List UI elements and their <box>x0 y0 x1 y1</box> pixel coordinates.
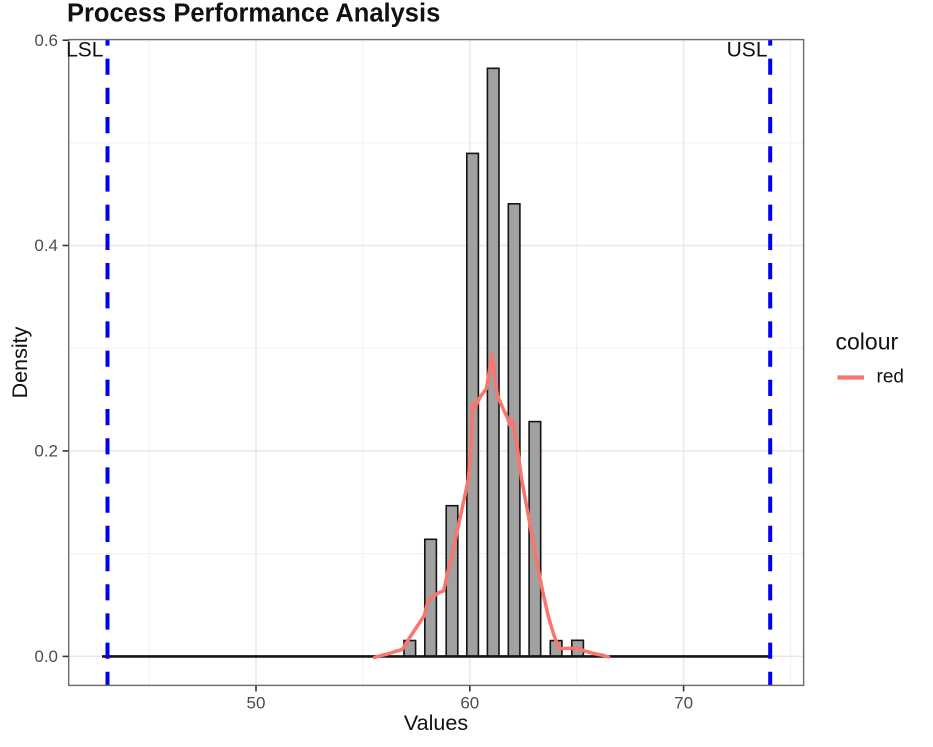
svg-text:Density: Density <box>8 326 32 398</box>
svg-text:Process Performance Analysis: Process Performance Analysis <box>67 0 440 28</box>
svg-text:colour: colour <box>836 329 899 355</box>
svg-text:red: red <box>877 367 904 388</box>
svg-text:LSL: LSL <box>66 39 103 62</box>
svg-text:0.0: 0.0 <box>34 647 58 666</box>
svg-text:0.2: 0.2 <box>34 442 58 461</box>
svg-text:50: 50 <box>247 694 266 713</box>
svg-text:60: 60 <box>460 694 479 713</box>
svg-text:USL: USL <box>727 39 768 62</box>
svg-text:70: 70 <box>674 694 693 713</box>
svg-text:Values: Values <box>404 711 468 735</box>
svg-text:0.4: 0.4 <box>34 236 58 255</box>
svg-text:0.6: 0.6 <box>34 31 58 50</box>
